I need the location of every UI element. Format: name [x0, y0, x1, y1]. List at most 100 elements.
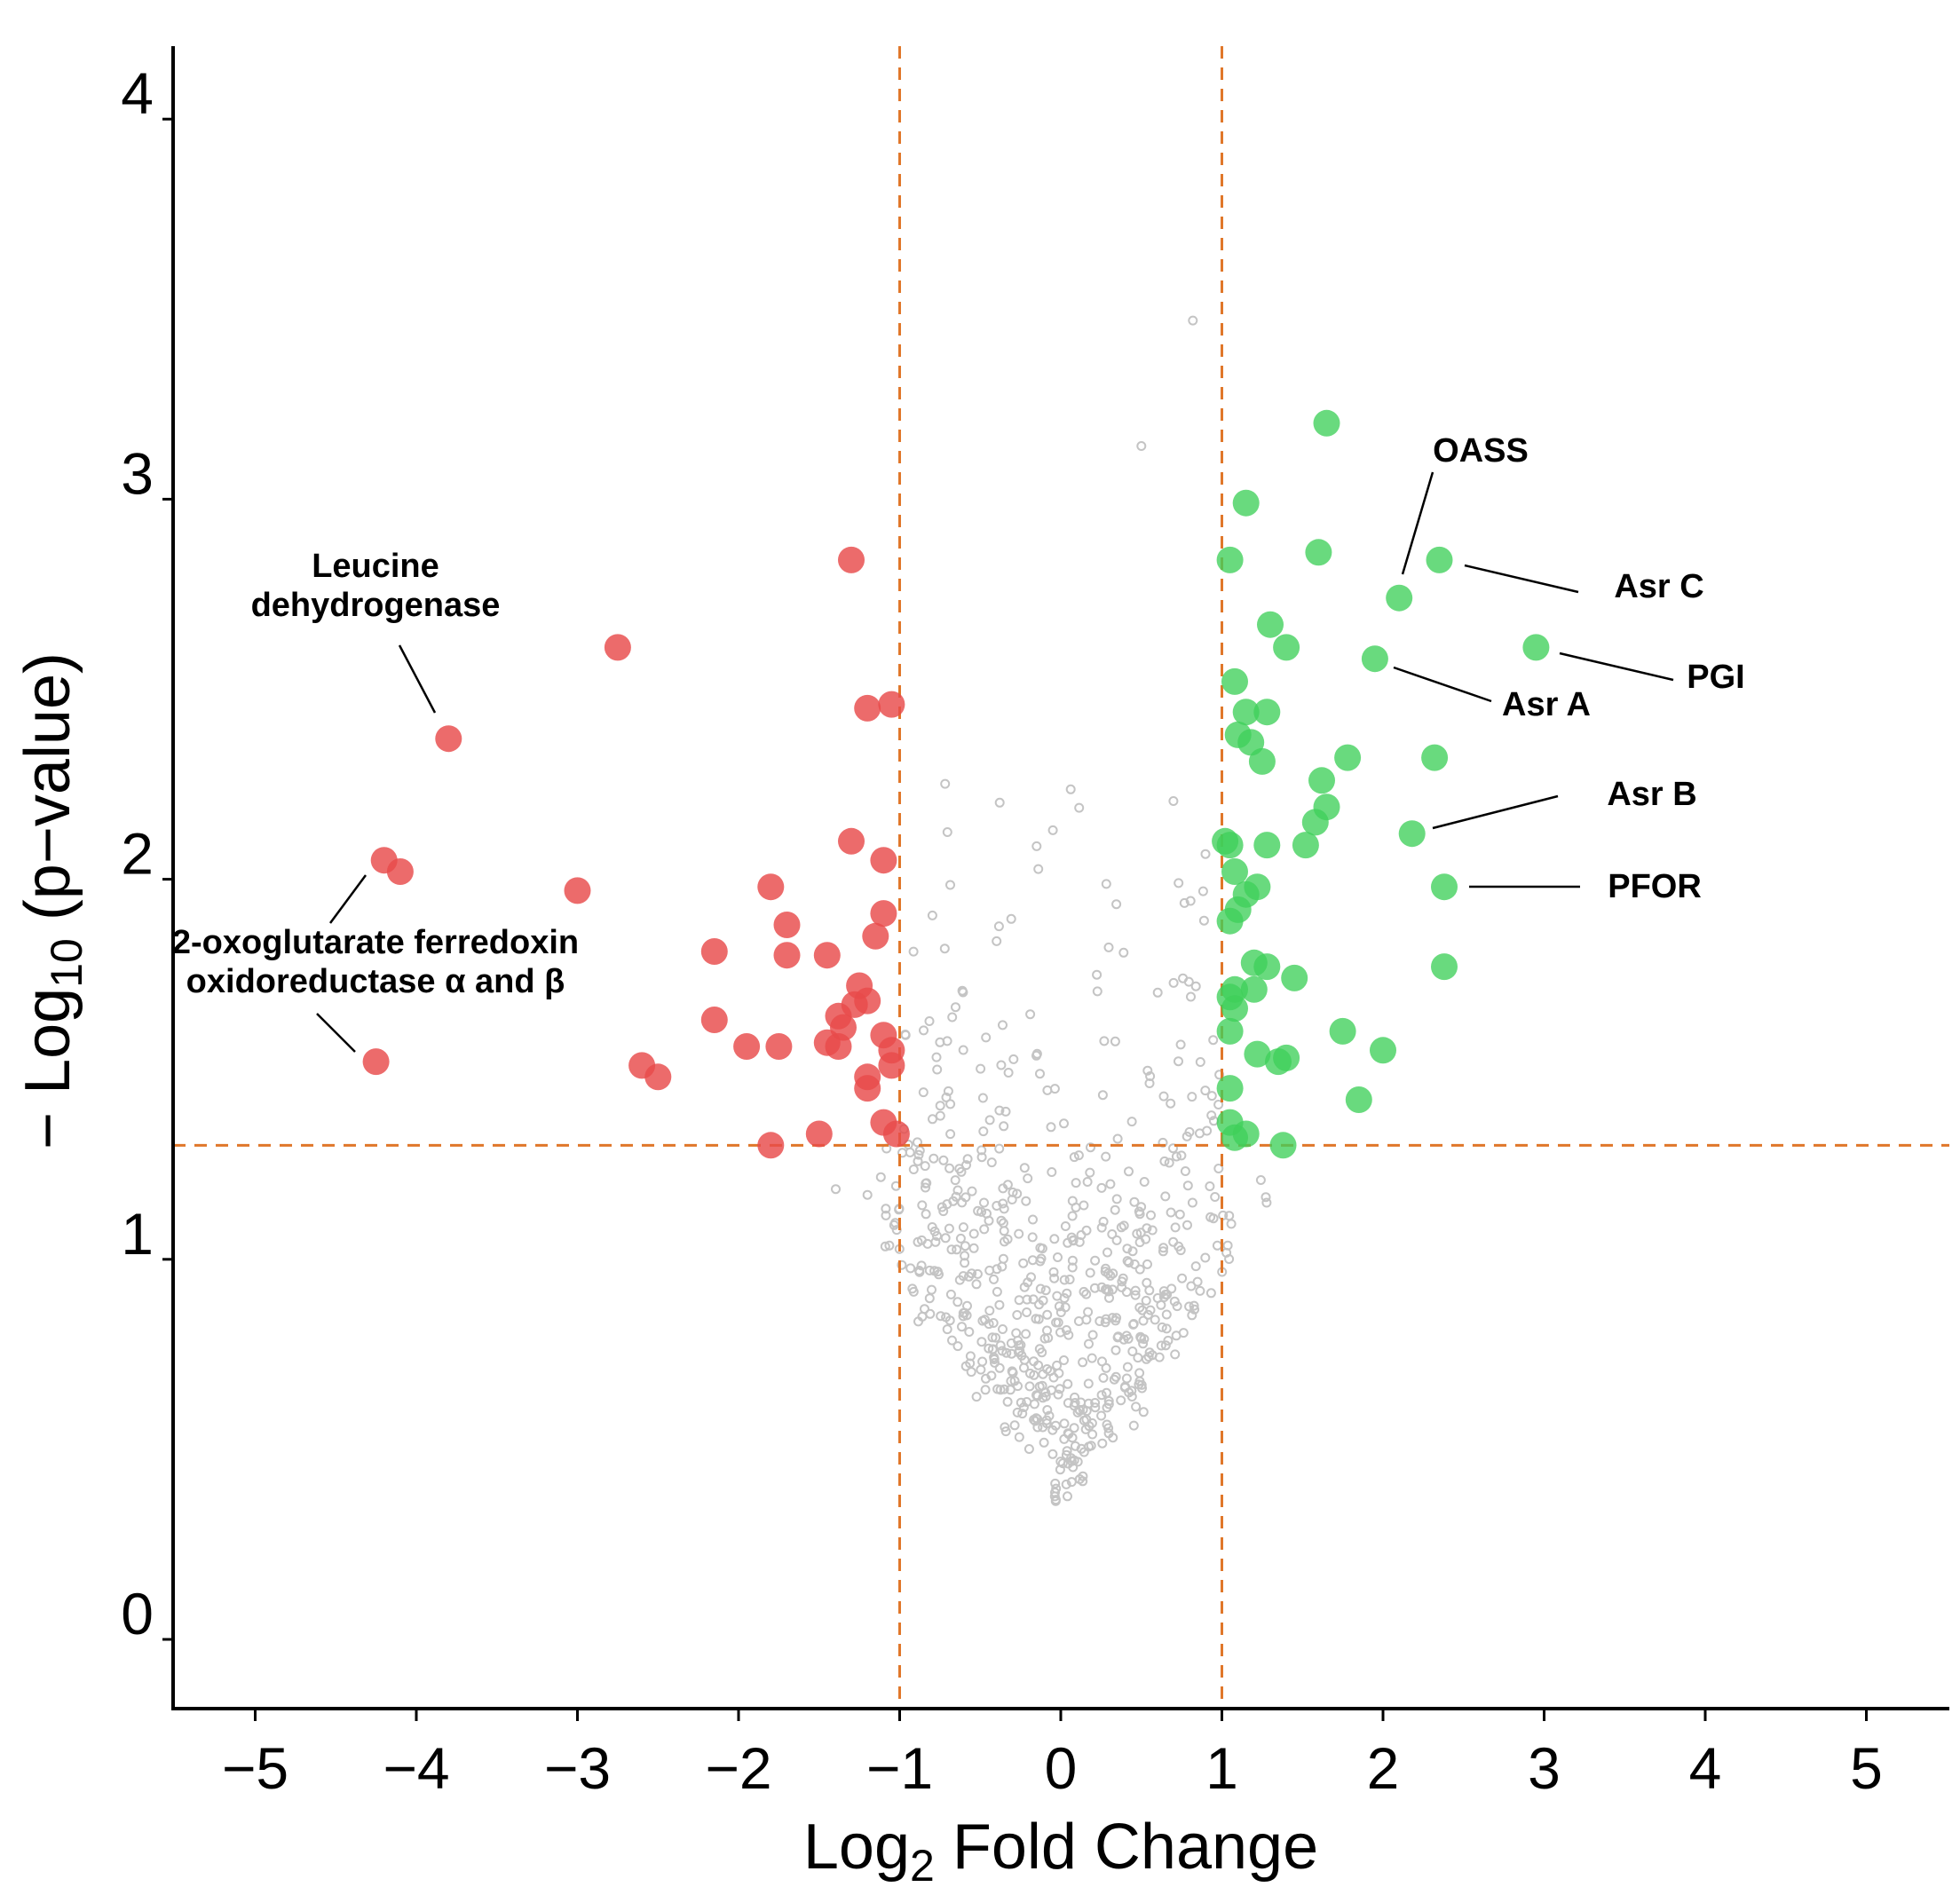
not-significant-point: [998, 1218, 1008, 1228]
not-significant-point: [1029, 1415, 1039, 1425]
not-significant-point: [921, 1209, 931, 1220]
x-axis-ticks: −5 −4 −3 −2 −1 0 1 2 3 4 5: [222, 1709, 1883, 1801]
not-significant-point: [1055, 1465, 1065, 1475]
not-significant-point: [929, 1266, 940, 1276]
not-significant-point: [955, 1233, 966, 1244]
not-significant-point: [1063, 1378, 1073, 1389]
up-regulated-point: [1221, 1124, 1248, 1151]
not-significant-point: [994, 1143, 1005, 1154]
not-significant-point: [1107, 1229, 1118, 1239]
not-significant-point: [1027, 1255, 1038, 1266]
not-significant-point: [987, 1332, 998, 1343]
up-regulated-point: [1269, 1132, 1297, 1159]
not-significant-point: [1089, 1283, 1100, 1293]
annotation-leader-line: [1401, 471, 1434, 575]
not-significant-point: [1166, 1098, 1176, 1109]
not-significant-point: [1023, 1173, 1033, 1184]
not-significant-point: [1134, 1264, 1145, 1275]
not-significant-point: [942, 827, 952, 837]
not-significant-point: [1035, 1243, 1046, 1253]
not-significant-point: [1097, 1090, 1108, 1101]
not-significant-point: [1212, 1240, 1222, 1251]
not-significant-point: [1180, 1166, 1190, 1176]
not-significant-point: [1184, 1301, 1195, 1312]
not-significant-point: [999, 1226, 1009, 1236]
not-significant-point: [1170, 1222, 1181, 1233]
not-significant-point: [1147, 1225, 1158, 1236]
not-significant-point: [1064, 1275, 1075, 1284]
not-significant-point: [1118, 1220, 1129, 1231]
not-significant-point: [971, 1279, 982, 1290]
not-significant-point: [1059, 1418, 1070, 1429]
not-significant-point: [1145, 1305, 1156, 1315]
x-axis-title-subscript: 2: [910, 1841, 935, 1891]
not-significant-point: [989, 1274, 999, 1284]
up-regulated-point: [1244, 1040, 1271, 1068]
not-significant-point: [984, 1343, 994, 1354]
not-significant-point: [948, 1196, 959, 1206]
not-significant-point: [1187, 1197, 1197, 1208]
not-significant-point: [1116, 1395, 1126, 1406]
up-regulated-point: [1265, 1048, 1292, 1076]
not-significant-point: [913, 1316, 923, 1327]
not-significant-point: [1139, 1177, 1150, 1187]
not-significant-point: [1168, 1143, 1178, 1154]
not-significant-point: [1182, 1131, 1192, 1141]
not-significant-point: [930, 1236, 941, 1247]
not-significant-point: [1040, 1285, 1051, 1296]
not-significant-point: [958, 1222, 968, 1233]
up-regulated-point: [1386, 584, 1413, 612]
not-significant-point: [998, 1020, 1008, 1030]
annotation-leader-line: [1559, 651, 1674, 682]
not-significant-point: [1005, 1385, 1016, 1395]
up-regulated-point: [1240, 975, 1268, 1003]
not-significant-point: [1176, 1150, 1187, 1161]
y-tick-label: 3: [121, 440, 154, 506]
not-significant-point: [1042, 1085, 1053, 1095]
not-significant-point: [1205, 1288, 1216, 1299]
down-regulated-point: [813, 942, 841, 969]
not-significant-point: [968, 1228, 979, 1239]
not-significant-point: [1110, 1371, 1121, 1382]
not-significant-point: [1142, 1065, 1153, 1076]
not-significant-point: [1102, 1419, 1112, 1430]
not-significant-point: [1214, 1070, 1225, 1080]
down-regulated-point: [644, 1063, 672, 1091]
not-significant-point: [1040, 1391, 1051, 1402]
not-significant-point: [993, 921, 1004, 932]
up-regulated-point: [1308, 767, 1335, 794]
not-significant-point: [1168, 977, 1179, 988]
not-significant-point: [976, 1152, 987, 1163]
down-regulated-point: [362, 1048, 390, 1076]
not-significant-point: [1052, 1360, 1063, 1370]
not-significant-point: [1009, 1420, 1020, 1431]
y-tick-label: 0: [121, 1581, 154, 1646]
not-significant-point: [1081, 1289, 1092, 1299]
not-significant-point: [1103, 1399, 1114, 1409]
not-significant-point: [1179, 897, 1189, 908]
not-significant-point: [831, 1184, 841, 1195]
not-significant-point: [927, 1222, 937, 1232]
not-significant-point: [875, 1172, 886, 1182]
not-significant-point: [1132, 1228, 1142, 1239]
not-significant-point: [932, 1231, 942, 1241]
down-regulated-point: [838, 827, 865, 855]
not-significant-point: [1013, 1335, 1023, 1346]
not-significant-point: [977, 1093, 988, 1103]
not-significant-point: [968, 1243, 979, 1253]
not-significant-point: [947, 1335, 957, 1346]
not-significant-point: [1158, 1137, 1168, 1148]
not-significant-point: [961, 1310, 972, 1321]
not-significant-point: [1097, 1438, 1108, 1449]
not-significant-point: [957, 1322, 967, 1332]
not-significant-point: [1195, 1057, 1205, 1067]
not-significant-point: [1255, 1175, 1266, 1185]
down-regulated-point: [870, 847, 897, 874]
not-significant-point: [1037, 1347, 1047, 1358]
not-significant-point: [1110, 1204, 1120, 1215]
up-regulated-point: [1522, 634, 1550, 661]
not-significant-point: [1014, 1432, 1024, 1442]
not-significant-point: [996, 1060, 1007, 1070]
